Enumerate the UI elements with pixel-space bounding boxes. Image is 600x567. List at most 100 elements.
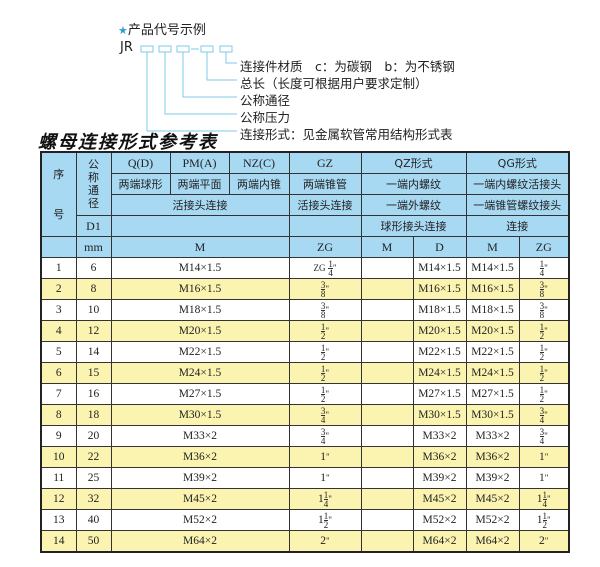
row-dn: 6 [75,257,112,279]
row-zg: 3 8 " [288,299,362,321]
row-qg-m: M64×2 [465,530,520,553]
row-qz-m [360,509,414,531]
row-m: M52×2 [110,509,290,531]
inch-unit: " [328,493,332,504]
row-dn: 50 [75,530,112,553]
row-zg: 3 4 " [288,425,362,447]
header-qz2: 一端内螺纹 [360,173,467,195]
row-qg-m: M20×1.5 [465,320,520,342]
inch-unit: " [544,346,548,357]
row-m: M64×2 [110,530,290,553]
label-connection-form: 连接形式：见金属软管常用结构形式表 [240,127,453,142]
row-qz-m [360,404,414,426]
header-q2: 两端球形 [110,173,171,195]
row-m: M45×2 [110,488,290,510]
row-qg-zg: 1" [518,467,570,489]
inch-unit: " [544,304,548,315]
inch-unit: " [325,409,330,420]
row-qz-d: M24×1.5 [412,362,467,384]
row-qg-zg: 3 8 " [518,278,570,300]
row-qg-zg: 1 1 4 " [518,488,570,510]
row-qz-m [360,278,414,300]
row-zg: 1" [288,467,362,489]
row-dn: 15 [75,362,112,384]
row-qg-zg: 3 4 " [518,404,570,426]
row-dn: 18 [75,404,112,426]
header-seq: 序号 [40,151,77,237]
row-qz-d: M22×1.5 [412,341,467,363]
header-qz-d: D [412,236,467,258]
row-qz-d: M30×1.5 [412,404,467,426]
row-qz-d: M18×1.5 [412,299,467,321]
row-qg-zg: 1 2 " [518,362,570,384]
row-m: M22×1.5 [110,341,290,363]
row-no: 12 [40,488,77,510]
header-qg-m: M [465,236,520,258]
table-row: 3 10 M18×1.5 3 8 " M18×1.5 M18×1.5 3 8 " [40,299,570,321]
header-nz2: 两端内锥 [228,173,290,195]
row-qz-d: M33×2 [412,425,467,447]
header-qg3: 一端锥管螺纹接头 [465,194,570,216]
row-no: 8 [40,404,77,426]
row-no: 13 [40,509,77,531]
label-nominal-diameter: 公称通径 [240,93,291,108]
row-zg: 1 2 " [288,341,362,363]
fraction-whole: 1 [318,492,324,505]
row-m: M20×1.5 [110,320,290,342]
row-dn: 16 [75,383,112,405]
inch-unit: " [544,283,548,294]
row-dn: 22 [75,446,112,468]
header-pm2: 两端平面 [169,173,230,195]
nut-connection-table: 序号 公称通径 Q(D) PM(A) NZ(C) GZ QZ形式 QG形式 两端… [40,151,571,553]
fraction-whole: 1 [320,451,327,463]
code-example-title-text: 产品代号示例 [127,23,206,38]
header-r3a: 活接头连接 [110,194,290,216]
row-qg-zg: 1" [518,446,570,468]
fraction-whole: 2 [539,535,545,547]
row-qg-m: M45×2 [465,488,520,510]
label-nominal-pressure: 公称压力 [240,110,291,125]
row-qg-zg: 1 2 " [518,341,570,363]
header-pm: PM(A) [169,151,230,174]
table-row: 4 12 M20×1.5 1 2 " M20×1.5 M20×1.5 1 2 " [40,320,570,342]
row-m: M24×1.5 [110,362,290,384]
table-row: 10 22 M36×2 1" M36×2 M36×2 1" [40,446,570,468]
row-no: 6 [40,362,77,384]
row-qz-m [360,299,414,321]
inch-unit: " [325,346,330,357]
row-qg-zg: 1 1 2 " [518,509,570,531]
inch-unit: " [325,283,330,294]
inch-unit: " [332,262,337,273]
table-row: 14 50 M64×2 2" M64×2 M64×2 2" [40,530,570,553]
fraction-whole: 1 [539,451,545,463]
header-qz: QZ形式 [360,151,467,174]
row-no: 4 [40,320,77,342]
label-length: 总长（长度可根据用户要求定制） [240,76,428,91]
row-m: M39×2 [110,467,290,489]
table-row: 8 18 M30×1.5 3 4 " M30×1.5 M30×1.5 3 4 " [40,404,570,426]
table-row: 7 16 M27×1.5 1 2 " M27×1.5 M27×1.5 1 2 " [40,383,570,405]
inch-unit: " [544,409,548,420]
row-zg: 1 2 " [288,362,362,384]
row-no: 11 [40,467,77,489]
row-qz-m [360,320,414,342]
inch-unit: " [544,473,549,483]
row-qz-m [360,425,414,447]
label-material: 连接件材质 c：为碳钢 b：为不锈钢 [240,59,455,74]
row-zg: 1 1 4 " [288,488,362,510]
row-qg-m: M52×2 [465,509,520,531]
header-seq-cont [40,236,77,258]
row-dn: 25 [75,467,112,489]
row-m: M30×1.5 [110,404,290,426]
row-qg-zg: 3 8 " [518,299,570,321]
row-qg-m: M27×1.5 [465,383,520,405]
header-d1: D1 [75,215,112,237]
